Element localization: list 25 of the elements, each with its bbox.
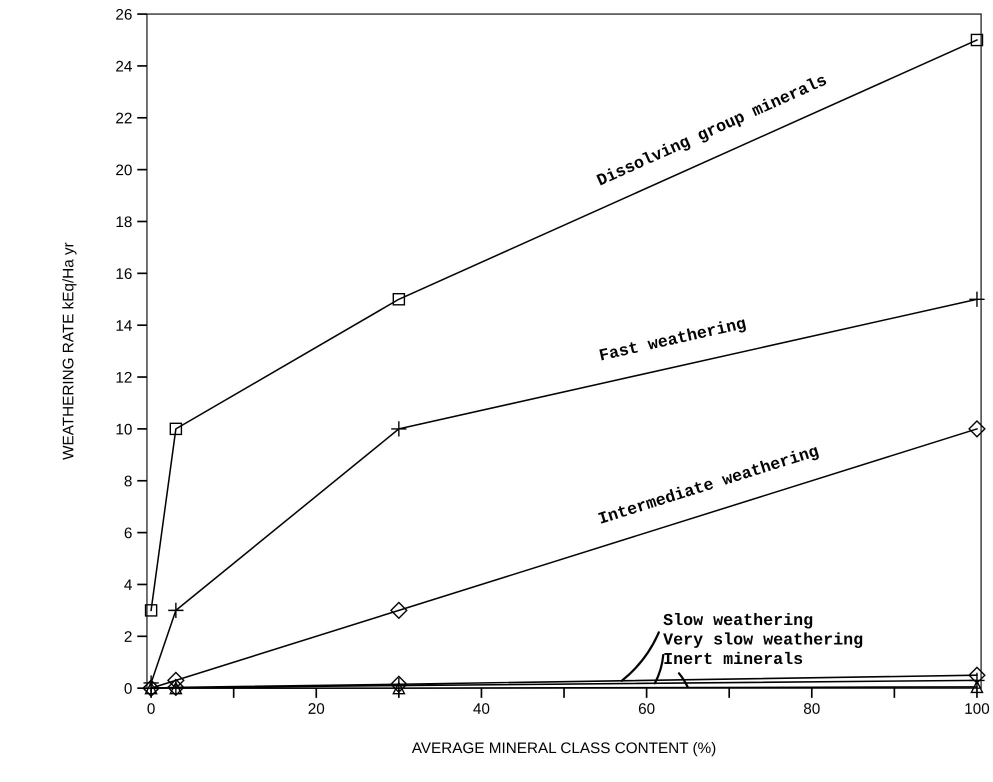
y-tick-label: 2	[124, 631, 132, 642]
y-tick-label: 16	[116, 268, 132, 280]
y-tick-label: 26	[116, 8, 132, 20]
x-tick-label: 20	[308, 703, 324, 714]
y-tick-label: 24	[116, 60, 132, 72]
y-tick-label: 14	[116, 320, 132, 331]
x-tick-label: 100	[965, 703, 990, 714]
y-axis-title: WEATHERING RATE kEq/Ha yr	[62, 242, 76, 460]
y-tick-label: 18	[116, 216, 132, 228]
y-tick-label: 6	[124, 527, 132, 538]
y-tick-label: 0	[124, 683, 132, 694]
x-tick-label: 0	[147, 703, 155, 714]
x-axis-title: AVERAGE MINERAL CLASS CONTENT (%)	[412, 742, 716, 756]
y-tick-label: 8	[124, 476, 132, 486]
x-tick-label: 40	[473, 703, 490, 714]
y-tick-label: 12	[116, 372, 132, 383]
x-tick-label: 80	[804, 703, 820, 714]
text: Slow weathering	[663, 612, 812, 629]
y-tick-label: 4	[124, 579, 132, 590]
y-tick-label: 22	[116, 112, 132, 124]
y-tick-label: 20	[116, 164, 132, 176]
y-tick-label: 10	[116, 424, 132, 435]
legend-label: Inert minerals	[664, 652, 802, 664]
text: Very slow weathering	[663, 632, 862, 648]
x-tick-label: 60	[638, 703, 655, 714]
